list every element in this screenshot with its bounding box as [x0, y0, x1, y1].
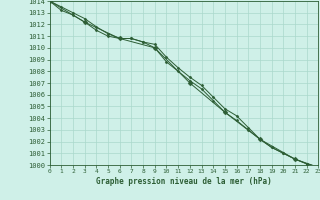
X-axis label: Graphe pression niveau de la mer (hPa): Graphe pression niveau de la mer (hPa) [96, 177, 272, 186]
